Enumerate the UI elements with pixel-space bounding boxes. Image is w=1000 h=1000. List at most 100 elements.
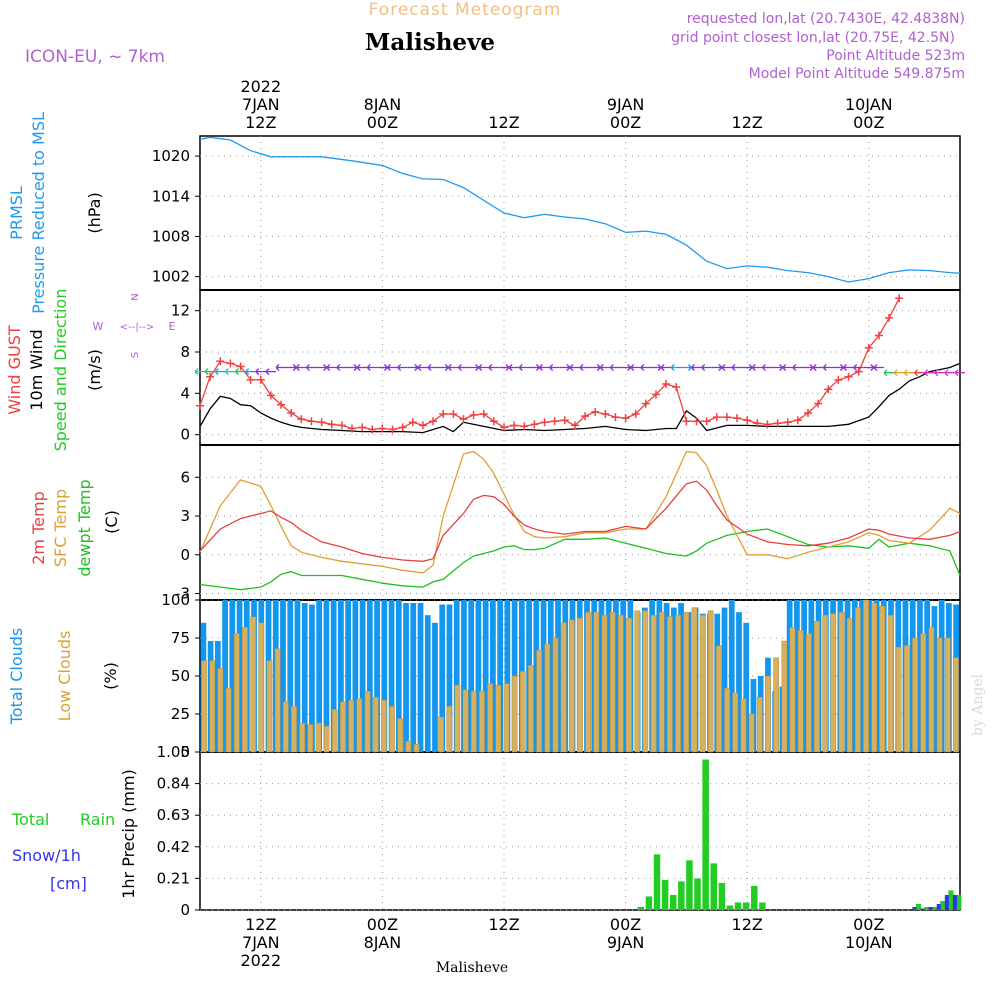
low-cloud-bar xyxy=(511,675,518,753)
gust-marker xyxy=(550,417,559,426)
low-cloud-bar xyxy=(830,613,837,753)
wind-direction-arrow xyxy=(812,364,824,371)
panel-frame-temp xyxy=(199,444,961,601)
wind-direction-arrow xyxy=(316,364,328,371)
low-cloud-bar xyxy=(936,637,943,753)
wind-direction-arrow xyxy=(265,368,276,376)
rain-bar xyxy=(924,906,930,910)
total-cloud-bar xyxy=(410,603,417,752)
total-cloud-bar xyxy=(728,600,735,752)
total-cloud-bar xyxy=(663,603,670,752)
bottom-axis-label: 00Z xyxy=(610,915,641,934)
wind-direction-arrow xyxy=(599,364,611,371)
low-cloud-bar xyxy=(879,605,886,753)
rain-bar xyxy=(759,902,766,910)
low-cloud-bar xyxy=(282,701,289,753)
gust-marker xyxy=(773,419,782,428)
low-cloud-bar xyxy=(724,687,730,753)
low-cloud-bar xyxy=(863,599,869,753)
wind-direction-arrow xyxy=(468,364,480,371)
total-cloud-bar xyxy=(736,612,742,752)
total-cloud-bar xyxy=(547,600,554,752)
wind-direction-arrow xyxy=(843,364,854,371)
total-cloud-bar xyxy=(330,600,337,752)
total-cloud-bar xyxy=(446,604,453,752)
y-tick-label: 4 xyxy=(180,384,190,402)
gust-marker xyxy=(489,417,498,426)
gust-marker xyxy=(722,413,731,422)
low-cloud-bar xyxy=(389,706,395,753)
total-cloud-bar xyxy=(613,600,619,752)
rain-bar xyxy=(686,860,693,910)
wind-gust-line xyxy=(199,298,900,431)
wind-label-gust: Wind GUST xyxy=(5,325,24,415)
low-cloud-bar xyxy=(642,610,649,753)
wind-direction-arrow xyxy=(762,364,773,371)
clouds-unit: (%) xyxy=(101,662,120,690)
wind-direction-arrow xyxy=(407,364,419,371)
gust-marker xyxy=(834,375,843,384)
total-cloud-bar xyxy=(468,600,475,752)
low-cloud-bar xyxy=(503,683,510,753)
wind-direction-arrow xyxy=(488,364,499,371)
wind-direction-arrow xyxy=(822,364,834,371)
low-cloud-bar xyxy=(887,614,894,753)
low-cloud-bar xyxy=(634,610,641,753)
low-cloud-bar xyxy=(748,713,755,753)
wind-direction-arrow xyxy=(711,364,723,371)
bottom-axis-label: 12Z xyxy=(245,915,276,934)
low-cloud-bar xyxy=(332,709,338,753)
low-cloud-bar xyxy=(233,633,240,753)
wind-direction-arrow xyxy=(377,364,388,371)
y-tick-label: 1.05 xyxy=(157,743,190,761)
snow-bar xyxy=(952,894,957,910)
low-cloud-bar xyxy=(699,614,706,753)
gust-marker xyxy=(266,391,275,400)
surface-temp-line xyxy=(199,450,961,574)
rain-bar xyxy=(702,759,709,910)
gust-marker xyxy=(662,380,671,389)
wind-direction-arrow xyxy=(518,364,530,371)
pressure-unit: (hPa) xyxy=(85,192,104,233)
wind-direction-arrow xyxy=(792,364,803,371)
top-axis-label: 00Z xyxy=(367,113,398,132)
low-cloud-bar xyxy=(544,643,551,753)
gust-marker xyxy=(256,375,265,384)
low-cloud-bar xyxy=(658,611,665,753)
wind-direction-arrow xyxy=(903,369,915,377)
low-cloud-bar xyxy=(650,614,657,753)
wind-direction-arrow xyxy=(194,368,205,376)
top-axis-label: 9JAN xyxy=(607,95,645,114)
wind-direction-arrow xyxy=(347,364,358,371)
total-cloud-bar xyxy=(417,603,424,752)
total-cloud-bar xyxy=(540,600,547,752)
gust-marker xyxy=(864,343,873,352)
gust-marker xyxy=(388,425,397,434)
gust-marker xyxy=(408,418,417,427)
gust-marker xyxy=(611,413,620,422)
low-cloud-bar xyxy=(716,645,722,753)
wind-direction-arrow xyxy=(336,364,347,371)
total-cloud-bar xyxy=(504,600,511,752)
wind-direction-arrow xyxy=(782,364,793,371)
gust-marker xyxy=(418,421,427,430)
gust-marker xyxy=(236,362,245,371)
low-cloud-bar xyxy=(519,671,526,753)
total-cloud-bar xyxy=(453,600,460,752)
low-cloud-bar xyxy=(789,627,796,753)
gust-marker xyxy=(601,410,610,418)
low-cloud-bar xyxy=(618,614,624,753)
clouds-label-total: Total Clouds xyxy=(7,628,26,726)
wind-direction-arrow xyxy=(893,369,905,377)
low-cloud-bar xyxy=(470,690,477,753)
low-cloud-bar xyxy=(201,660,207,753)
wind-direction-arrow xyxy=(447,364,459,371)
header-grid-point: grid point closest lon,lat (20.75E, 42.5… xyxy=(671,30,955,46)
low-cloud-bar xyxy=(944,637,951,753)
wind-speed-line xyxy=(199,362,961,434)
low-cloud-bar xyxy=(781,640,788,753)
low-cloud-bar xyxy=(446,706,453,753)
y-tick-label: 0 xyxy=(180,426,190,444)
low-cloud-bar xyxy=(242,627,248,753)
